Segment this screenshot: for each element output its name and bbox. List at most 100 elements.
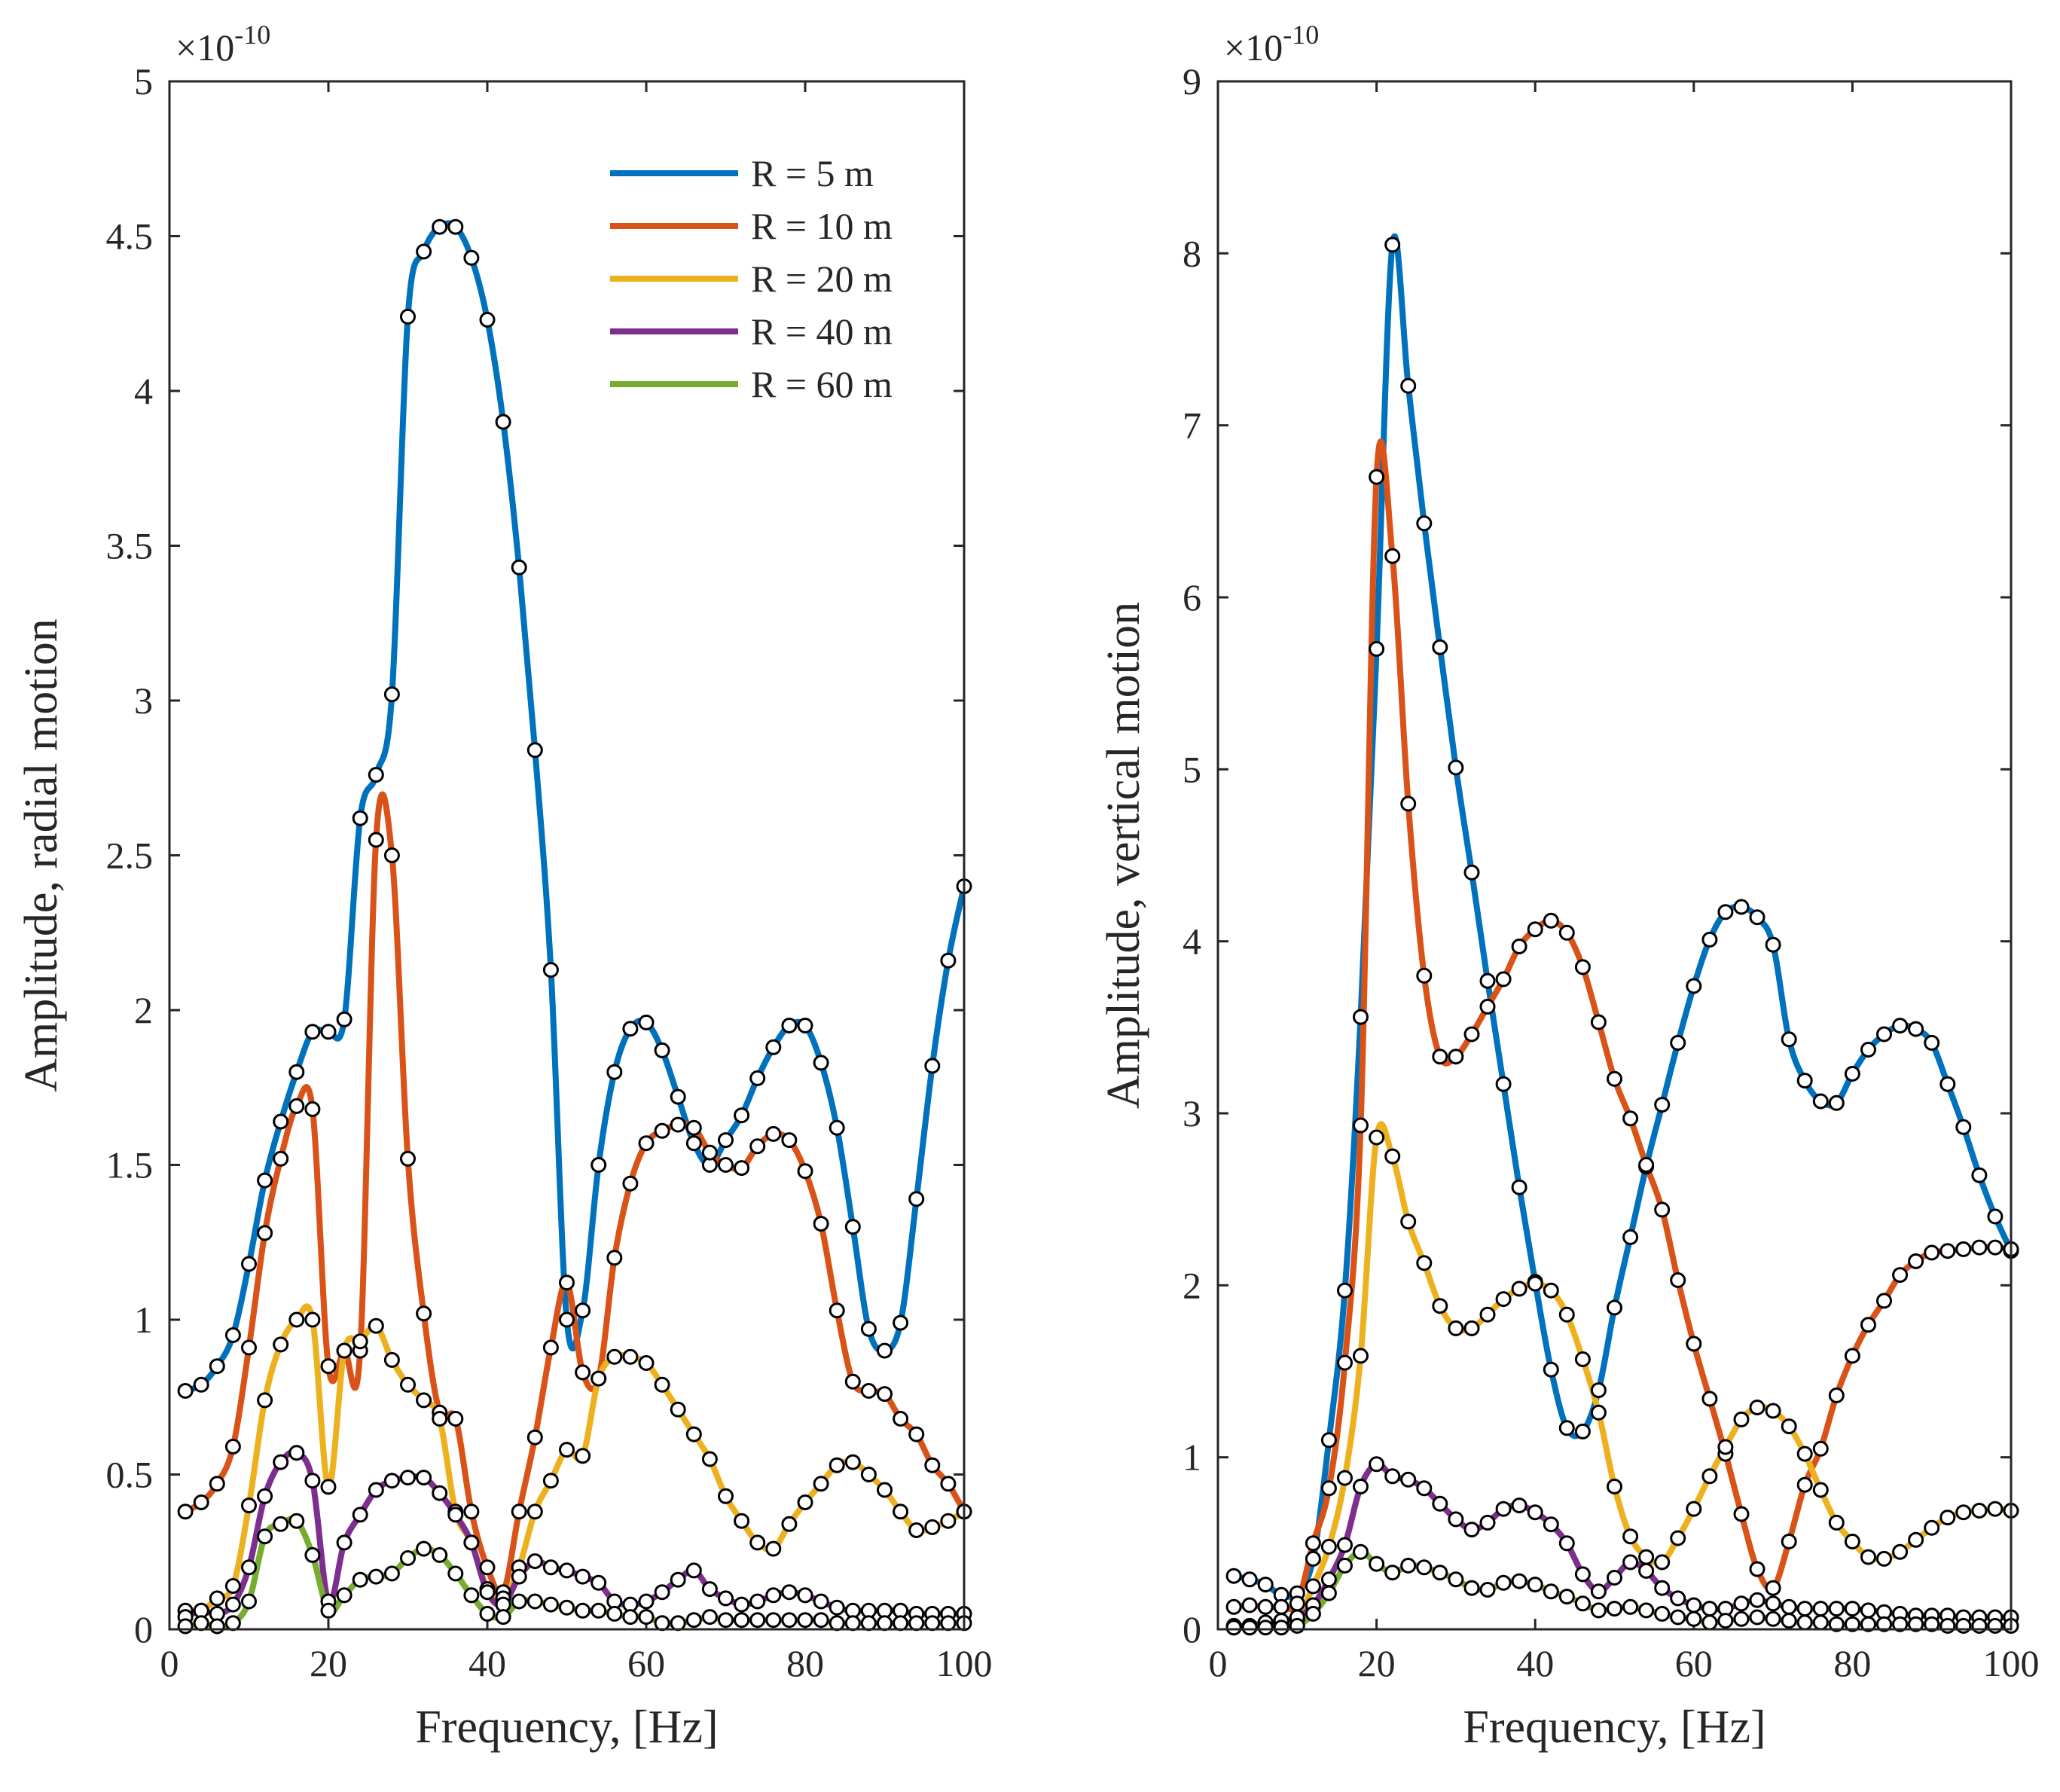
data-point-series-3 — [718, 1488, 734, 1504]
data-point-series-3 — [273, 1336, 289, 1353]
data-point-series-1 — [432, 218, 448, 235]
data-point-series-2 — [1686, 1336, 1702, 1352]
data-point-series-2 — [734, 1160, 750, 1177]
data-point-series-5 — [1225, 1620, 1242, 1636]
data-point-series-2 — [1876, 1293, 1892, 1309]
data-point-series-2 — [829, 1302, 845, 1319]
data-point-series-2 — [765, 1125, 782, 1142]
data-point-series-5 — [940, 1615, 957, 1632]
data-point-series-4 — [479, 1584, 496, 1601]
y-tick-label: 3.5 — [106, 525, 154, 567]
data-point-series-5 — [797, 1612, 813, 1629]
data-point-series-3 — [526, 1504, 543, 1520]
data-point-series-1 — [447, 218, 464, 235]
data-point-series-1 — [940, 952, 957, 969]
data-point-series-1 — [1241, 1571, 1258, 1588]
data-point-series-5 — [575, 1602, 591, 1619]
data-point-series-2 — [447, 1411, 464, 1427]
data-point-series-2 — [288, 1097, 305, 1114]
data-point-series-3 — [1812, 1482, 1829, 1498]
data-point-series-5 — [701, 1609, 718, 1626]
data-point-series-5 — [511, 1593, 527, 1610]
data-point-series-1 — [575, 1302, 591, 1319]
y-tick-label: 8 — [1183, 232, 1201, 274]
data-point-series-4 — [1337, 1537, 1353, 1553]
data-point-series-5 — [893, 1615, 909, 1632]
vertical-x-axis-title: Frequency, [Hz] — [1463, 1702, 1765, 1753]
data-point-series-2 — [718, 1157, 734, 1173]
data-point-series-2 — [1463, 1026, 1480, 1043]
data-point-series-3 — [1971, 1503, 1988, 1519]
data-point-series-2 — [1448, 1049, 1464, 1065]
data-point-series-4 — [1353, 1479, 1369, 1494]
data-point-series-4 — [1574, 1566, 1591, 1583]
x-tick-label: 40 — [1516, 1642, 1554, 1684]
data-point-series-1 — [1353, 1009, 1369, 1025]
data-point-series-2 — [575, 1364, 591, 1381]
data-point-series-5 — [877, 1615, 893, 1632]
data-point-series-5 — [193, 1615, 209, 1632]
data-point-series-5 — [1654, 1605, 1671, 1622]
data-point-series-1 — [1495, 1076, 1512, 1092]
data-point-series-5 — [1400, 1558, 1417, 1574]
data-point-series-1 — [1781, 1031, 1797, 1048]
data-point-series-2 — [1939, 1243, 1956, 1259]
data-point-series-1 — [1686, 978, 1702, 994]
data-point-series-3 — [352, 1333, 368, 1350]
data-point-series-1 — [1828, 1094, 1845, 1111]
x-tick-label: 0 — [160, 1642, 179, 1684]
data-point-series-1 — [877, 1342, 893, 1359]
data-point-series-4 — [1463, 1522, 1480, 1538]
data-point-series-5 — [908, 1615, 925, 1632]
data-point-series-1 — [1971, 1167, 1988, 1183]
data-point-series-2 — [320, 1358, 337, 1375]
data-point-series-1 — [224, 1327, 241, 1343]
data-point-series-4 — [241, 1559, 257, 1576]
data-point-series-5 — [654, 1615, 670, 1632]
data-point-series-1 — [288, 1064, 305, 1080]
data-point-series-2 — [304, 1101, 321, 1117]
data-point-series-5 — [1860, 1616, 1876, 1632]
data-point-series-3 — [336, 1342, 352, 1359]
data-point-series-3 — [1765, 1403, 1781, 1419]
data-point-series-4 — [1622, 1554, 1639, 1571]
data-point-series-2 — [1400, 795, 1417, 812]
data-point-series-3 — [1384, 1148, 1401, 1165]
data-point-series-1 — [1574, 1423, 1591, 1439]
data-point-series-5 — [542, 1596, 559, 1613]
data-point-series-4 — [336, 1534, 352, 1551]
data-point-series-1 — [1448, 759, 1464, 776]
data-point-series-4 — [1812, 1601, 1829, 1617]
data-point-series-3 — [924, 1519, 941, 1535]
data-point-series-4 — [559, 1562, 575, 1579]
data-point-series-2 — [781, 1132, 798, 1149]
data-point-series-4 — [352, 1507, 368, 1523]
data-point-series-4 — [1400, 1471, 1417, 1488]
data-point-series-3 — [1369, 1129, 1385, 1146]
legend-label: R = 20 m — [751, 258, 893, 300]
data-point-series-5 — [383, 1565, 400, 1582]
radial-motion-chart: 0 20 40 60 80 100 0 0.5 1 1.5 2 2.5 3 3.5 4 4.5 5 ×10-10… — [16, 20, 993, 1753]
data-point-series-5 — [224, 1615, 241, 1632]
data-point-series-3 — [844, 1454, 861, 1470]
data-point-series-5 — [1495, 1574, 1512, 1591]
vertical-series-layer — [1225, 233, 2019, 1636]
data-point-series-2 — [257, 1225, 273, 1241]
data-point-series-5 — [1463, 1580, 1480, 1596]
data-point-series-3 — [1558, 1306, 1575, 1323]
data-point-series-5 — [416, 1540, 432, 1557]
legend-label: R = 60 m — [751, 363, 893, 405]
data-point-series-5 — [813, 1612, 829, 1629]
data-point-series-5 — [765, 1612, 782, 1629]
data-point-series-3 — [383, 1351, 400, 1368]
data-point-series-2 — [622, 1175, 639, 1192]
data-point-series-3 — [1828, 1514, 1845, 1531]
data-point-series-4 — [1733, 1595, 1750, 1612]
data-point-series-4 — [273, 1454, 289, 1470]
data-point-series-2 — [1638, 1157, 1655, 1173]
data-point-series-3 — [1622, 1528, 1639, 1545]
data-point-series-4 — [1844, 1601, 1860, 1617]
data-point-series-5 — [273, 1516, 289, 1532]
data-point-series-1 — [1384, 237, 1401, 253]
y-tick-label: 1.5 — [106, 1144, 154, 1186]
